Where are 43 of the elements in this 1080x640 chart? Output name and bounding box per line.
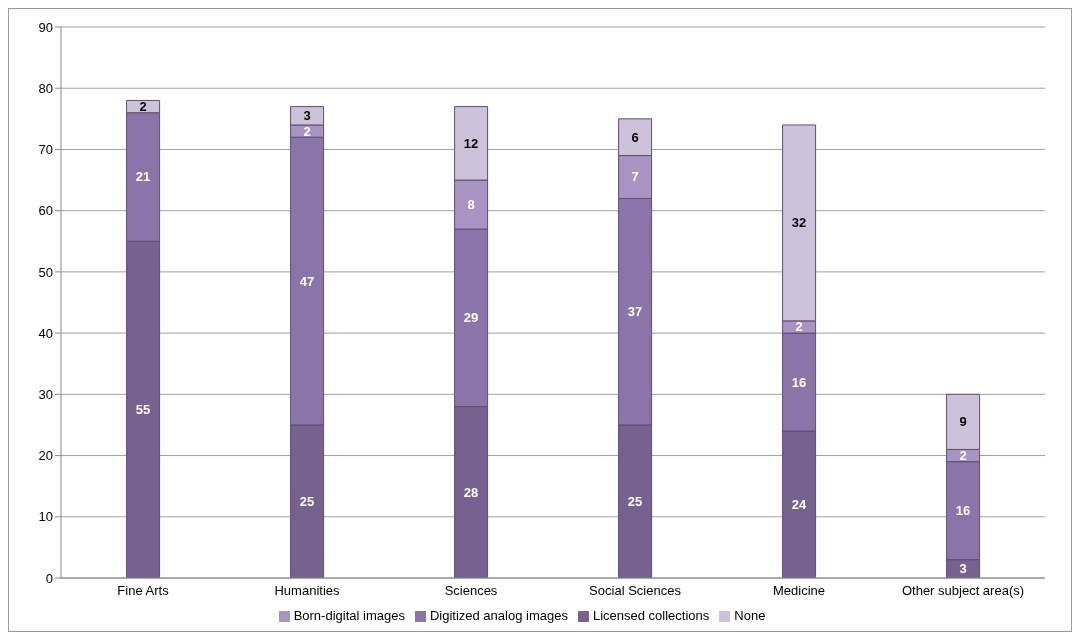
y-tick-label: 90 (38, 19, 53, 35)
y-tick-label: 20 (38, 448, 53, 464)
legend-label: Digitized analog images (429, 608, 568, 623)
y-tick-label: 60 (38, 203, 53, 219)
data-label: 28 (463, 484, 479, 500)
x-tick-label: Other subject area(s) (901, 583, 1025, 599)
x-tick-label: Humanities (274, 583, 341, 599)
legend-label: Licensed collections (592, 608, 710, 623)
y-tick-label: 0 (45, 570, 53, 586)
data-label: 21 (135, 169, 151, 185)
y-tick-label: 30 (38, 386, 53, 402)
y-tick-label: 70 (38, 142, 53, 158)
data-label: 55 (135, 402, 151, 418)
data-label: 37 (627, 304, 643, 320)
data-label: 32 (791, 215, 807, 231)
data-label: 12 (463, 135, 479, 151)
data-label: 3 (303, 108, 311, 124)
data-label: 2 (139, 99, 147, 115)
data-label: 2 (959, 448, 967, 464)
x-tick-label: Medicine (772, 583, 826, 599)
data-label: 47 (299, 273, 315, 289)
legend-label: Born-digital images (293, 608, 405, 623)
data-label: 16 (791, 374, 807, 390)
data-label: 6 (631, 129, 639, 145)
x-tick-label: Social Sciences (589, 583, 682, 599)
data-label: 16 (955, 503, 971, 519)
x-tick-label: Fine Arts (117, 583, 170, 599)
y-tick-label: 40 (38, 325, 53, 341)
x-tick-label: Sciences (444, 583, 498, 599)
y-tick-label: 80 (38, 80, 53, 96)
data-label: 2 (303, 123, 311, 139)
data-label: 7 (631, 169, 639, 185)
data-label: 24 (791, 497, 808, 513)
data-label: 8 (467, 197, 475, 213)
legend-label: None (734, 608, 766, 623)
data-label: 25 (627, 493, 643, 509)
data-label: 2 (795, 319, 803, 335)
data-label: 25 (299, 493, 315, 509)
y-tick-label: 50 (38, 264, 53, 280)
data-label: 29 (463, 310, 479, 326)
y-tick-label: 10 (38, 509, 53, 525)
data-label: 9 (959, 414, 967, 430)
data-label: 3 (959, 561, 967, 577)
